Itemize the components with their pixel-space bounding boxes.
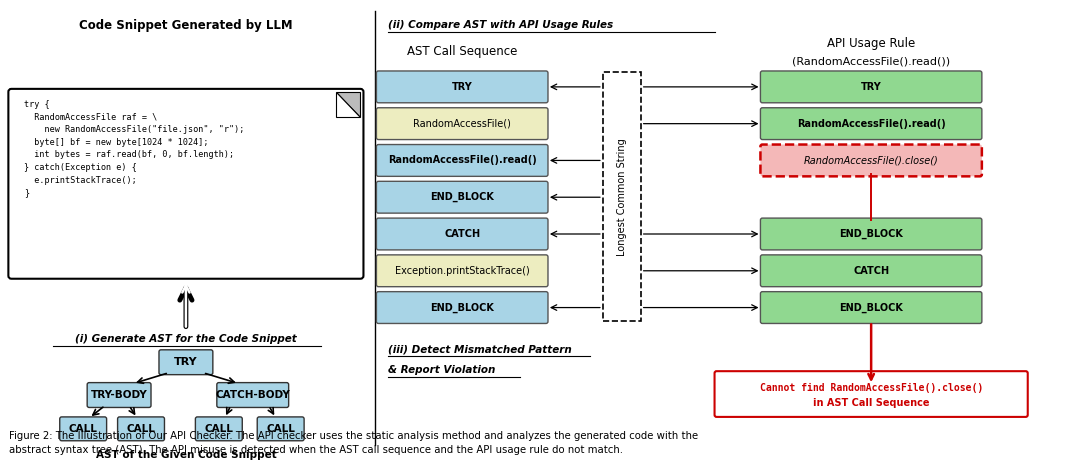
Text: try {
  RandomAccessFile raf = \
    new RandomAccessFile("file.json", "r");
  b: try { RandomAccessFile raf = \ new Rando…	[25, 100, 245, 197]
Text: TRY-BODY: TRY-BODY	[91, 390, 148, 400]
Text: RandomAccessFile().read(): RandomAccessFile().read()	[388, 155, 537, 166]
FancyBboxPatch shape	[760, 71, 982, 103]
FancyBboxPatch shape	[377, 145, 548, 176]
Text: CALL: CALL	[267, 424, 295, 434]
FancyBboxPatch shape	[715, 371, 1028, 417]
FancyBboxPatch shape	[195, 417, 242, 441]
Text: END_BLOCK: END_BLOCK	[430, 192, 495, 202]
FancyBboxPatch shape	[257, 417, 305, 441]
Text: Figure 2: The Illustration of Our API Checker. The API checker uses the static a: Figure 2: The Illustration of Our API Ch…	[10, 431, 699, 441]
Text: TRY: TRY	[861, 82, 881, 92]
Text: (ii) Compare AST with API Usage Rules: (ii) Compare AST with API Usage Rules	[389, 20, 613, 30]
FancyBboxPatch shape	[377, 292, 548, 323]
Polygon shape	[336, 92, 361, 117]
FancyBboxPatch shape	[377, 108, 548, 139]
Text: (i) Generate AST for the Code Snippet: (i) Generate AST for the Code Snippet	[75, 334, 297, 344]
FancyBboxPatch shape	[217, 383, 288, 408]
Text: Longest Common String: Longest Common String	[617, 138, 626, 256]
Text: Exception.printStackTrace(): Exception.printStackTrace()	[395, 266, 529, 276]
Text: TRY: TRY	[174, 357, 198, 367]
FancyBboxPatch shape	[377, 218, 548, 250]
Text: RandomAccessFile().close(): RandomAccessFile().close()	[804, 155, 939, 166]
FancyBboxPatch shape	[87, 383, 151, 408]
Text: in AST Call Sequence: in AST Call Sequence	[813, 398, 930, 408]
FancyBboxPatch shape	[118, 417, 164, 441]
Text: CALL: CALL	[126, 424, 156, 434]
Polygon shape	[336, 92, 361, 117]
Text: Code Snippet Generated by LLM: Code Snippet Generated by LLM	[79, 19, 293, 32]
FancyBboxPatch shape	[760, 108, 982, 139]
Text: END_BLOCK: END_BLOCK	[839, 302, 903, 313]
Text: CALL: CALL	[204, 424, 233, 434]
FancyBboxPatch shape	[760, 292, 982, 323]
Text: (iii) Detect Mismatched Pattern: (iii) Detect Mismatched Pattern	[389, 344, 572, 354]
FancyBboxPatch shape	[159, 350, 213, 375]
FancyBboxPatch shape	[377, 181, 548, 213]
FancyBboxPatch shape	[760, 145, 982, 176]
FancyBboxPatch shape	[59, 417, 107, 441]
Text: CATCH-BODY: CATCH-BODY	[215, 390, 291, 400]
FancyBboxPatch shape	[9, 89, 364, 279]
Text: (RandomAccessFile().read()): (RandomAccessFile().read())	[792, 56, 950, 66]
FancyBboxPatch shape	[760, 255, 982, 287]
Text: RandomAccessFile().read(): RandomAccessFile().read()	[797, 119, 945, 129]
FancyBboxPatch shape	[377, 255, 548, 287]
Text: abstract syntax tree (AST). The API misuse is detected when the AST call sequenc: abstract syntax tree (AST). The API misu…	[10, 445, 623, 455]
Text: & Report Violation: & Report Violation	[389, 365, 496, 375]
Text: TRY: TRY	[451, 82, 473, 92]
Text: RandomAccessFile(): RandomAccessFile()	[414, 119, 511, 129]
Text: CALL: CALL	[69, 424, 97, 434]
Text: END_BLOCK: END_BLOCK	[839, 229, 903, 239]
Text: API Usage Rule: API Usage Rule	[827, 37, 915, 50]
Text: AST of the Given Code Snippet: AST of the Given Code Snippet	[95, 450, 276, 460]
FancyBboxPatch shape	[377, 71, 548, 103]
Text: CATCH: CATCH	[853, 266, 889, 276]
Text: CATCH: CATCH	[444, 229, 481, 239]
FancyBboxPatch shape	[760, 218, 982, 250]
Text: AST Call Sequence: AST Call Sequence	[407, 44, 517, 58]
Text: Cannot find RandomAccessFile().close(): Cannot find RandomAccessFile().close()	[759, 383, 983, 393]
Text: END_BLOCK: END_BLOCK	[430, 302, 495, 313]
